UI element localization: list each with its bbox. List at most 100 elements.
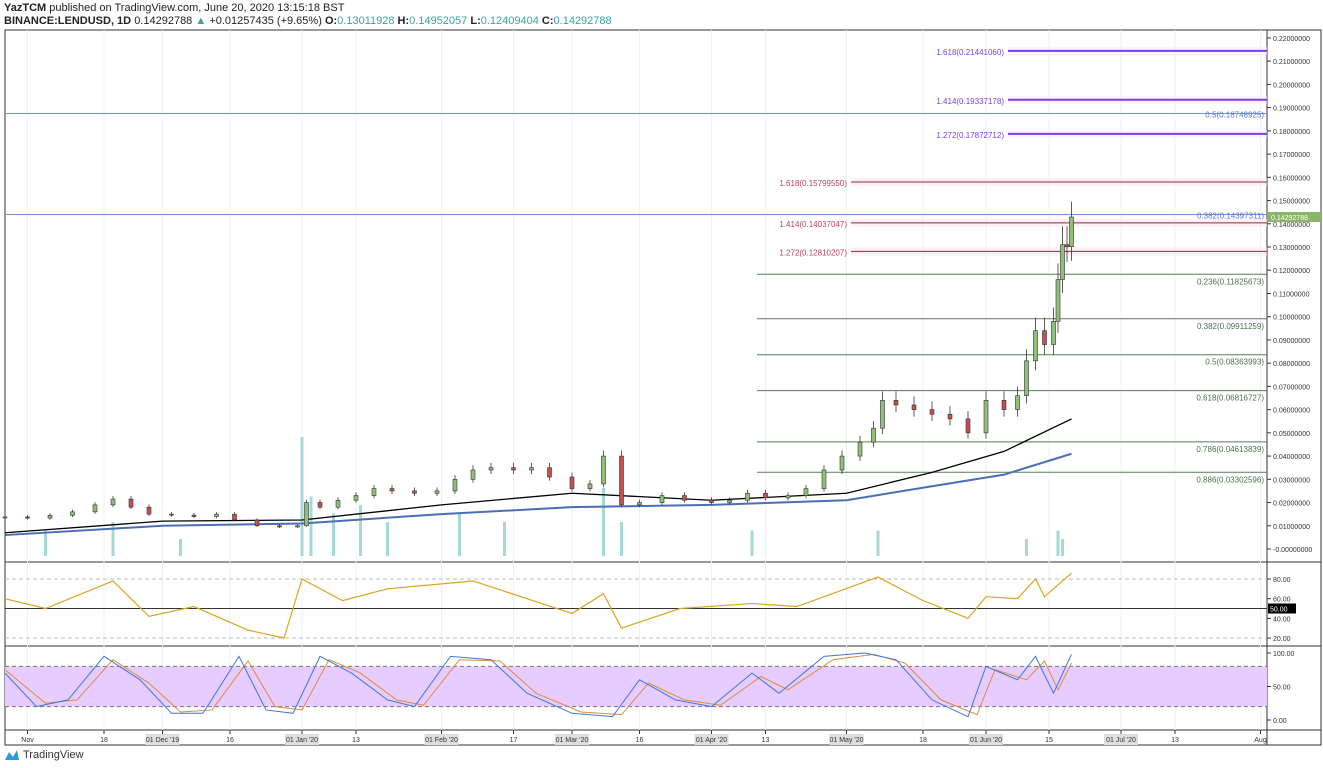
x-tick-label: 18: [919, 737, 927, 744]
candle-body: [371, 488, 377, 496]
candle-body: [452, 479, 458, 492]
last-price-label-bg: [1268, 211, 1322, 222]
publisher-name: YazTCM: [4, 2, 47, 14]
candle-body: [92, 504, 98, 513]
candle-body: [317, 502, 323, 508]
y-tick-label: 0.19000000: [1273, 106, 1310, 113]
rsi-last-label-bg: [1268, 603, 1296, 614]
candle-body: [1064, 244, 1070, 248]
stoch-y-tick-label: 50.00: [1273, 685, 1291, 692]
stoch-d-line: [4, 653, 1072, 716]
fib-level-label: 0.382(0.09911259): [1197, 322, 1264, 331]
y-tick-label: 0.15000000: [1273, 199, 1310, 206]
candle-body: [1015, 395, 1020, 410]
volume-bar: [1025, 539, 1028, 556]
candle-body: [191, 514, 197, 517]
x-tick-label-bg: [829, 734, 864, 745]
open-label: O:: [324, 15, 338, 27]
y-tick-label: 0.05000000: [1273, 431, 1310, 438]
candle-body: [871, 427, 876, 443]
x-tick-label-bg: [145, 734, 180, 745]
x-tick-label: 13: [1171, 737, 1179, 744]
volume-bar: [876, 530, 880, 556]
chart-frame: [4, 29, 1322, 746]
candle-body: [709, 499, 714, 503]
x-tick-label: 13: [352, 737, 360, 744]
volume-bar: [750, 530, 754, 556]
y-tick-label: 0.04000000: [1273, 454, 1310, 461]
candle-body: [569, 476, 575, 489]
rsi-y-tick-label: 80.00: [1273, 577, 1291, 584]
rsi-line: [4, 572, 1072, 639]
candle-body: [965, 418, 971, 434]
fib-level-label: 1.272(0.12810207): [779, 248, 847, 257]
x-tick-label: 18: [100, 737, 108, 744]
candle-body: [128, 498, 134, 508]
candle-body: [488, 467, 494, 471]
candle-body: [110, 498, 116, 506]
volume-bar: [359, 505, 362, 556]
candle-body: [947, 413, 953, 420]
candle-body: [304, 502, 309, 527]
volume-bar: [300, 437, 304, 556]
x-tick-label: 01 Jun '20: [970, 737, 1002, 744]
candle-body: [434, 490, 440, 494]
volume-bar: [309, 496, 313, 556]
candle-body: [803, 488, 809, 496]
volume-bar: [1061, 539, 1064, 556]
candle-body: [727, 499, 732, 503]
candle-body: [1069, 216, 1074, 248]
fib-level-label: 0.786(0.04613839): [1196, 445, 1264, 454]
high-label: H:: [397, 15, 410, 27]
high-value: 0.14952057: [409, 15, 468, 27]
x-tick-label: 01 Jul '20: [1106, 737, 1136, 744]
fib-level-label: 0.618(0.06816727): [1196, 394, 1264, 403]
y-tick-label: 0.01000000: [1273, 524, 1310, 531]
fib-level-label: 0.5(0.08363993): [1205, 358, 1264, 367]
y-tick-label: 0.03000000: [1273, 477, 1310, 484]
y-tick-label: 0.02000000: [1273, 501, 1310, 508]
y-tick-label: 0.07000000: [1273, 384, 1310, 391]
x-tick-label: 17: [510, 737, 518, 744]
y-tick-label: 0.18000000: [1273, 129, 1310, 136]
stoch-y-tick-label: 0.00: [1273, 718, 1287, 725]
x-tick-label: Nov: [21, 737, 34, 744]
volume-bar: [620, 522, 623, 556]
candle-body: [659, 495, 665, 503]
volume-bar: [111, 522, 115, 556]
y-tick-label: 0.10000000: [1273, 315, 1310, 322]
y-tick-label: 0.08000000: [1273, 361, 1310, 368]
candle-body: [47, 515, 53, 519]
price-change: +0.01257435 (+9.65%): [209, 15, 322, 27]
fib-level-label: 1.414(0.19337178): [936, 97, 1004, 106]
fib-level-label: 0.5(0.18748925): [1205, 110, 1264, 119]
candle-body: [911, 404, 917, 410]
brand-name: TradingView: [23, 749, 84, 761]
candle-body: [389, 488, 395, 492]
fib-level-label: 0.382(0.14397311): [1197, 212, 1264, 221]
candle-body: [857, 441, 863, 457]
volume-bar: [602, 488, 605, 556]
candle-body: [601, 455, 606, 485]
x-tick-label-bg: [555, 734, 589, 745]
y-tick-label: 0.12000000: [1273, 268, 1310, 275]
x-tick-label-bg: [1104, 734, 1138, 745]
candle-body: [1001, 400, 1007, 410]
symbol-info: BINANCE:LENDUSD, 1D 0.14292788 ▲ +0.0125…: [4, 15, 612, 27]
moving-average-blue-line: [4, 452, 1072, 537]
last-price-label: 0.14292788: [1271, 215, 1308, 222]
last-price: 0.14292788: [134, 15, 193, 27]
close-label: C:: [541, 15, 554, 27]
candle-body: [839, 455, 845, 471]
candle-body: [214, 513, 219, 517]
y-tick-label: 0.20000000: [1273, 82, 1310, 89]
stoch-y-tick-label: 100.00: [1273, 651, 1295, 658]
x-tick-label: 01 Jan '20: [286, 737, 318, 744]
candle-body: [146, 506, 152, 515]
candle-body: [1060, 244, 1065, 280]
candle-body: [745, 492, 750, 501]
candle-body: [547, 467, 552, 478]
stoch-k-line: [4, 652, 1072, 718]
